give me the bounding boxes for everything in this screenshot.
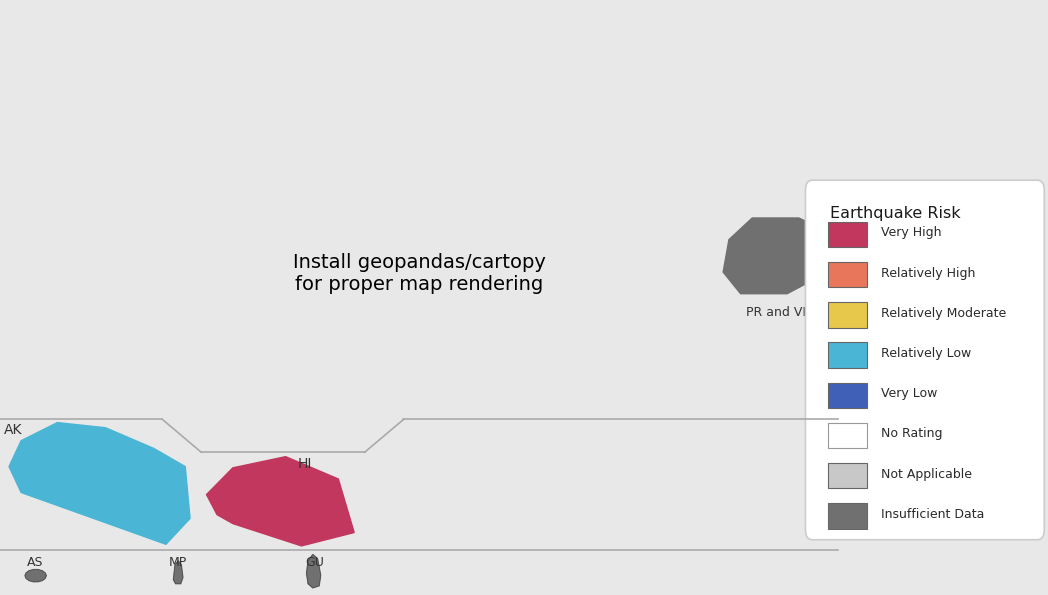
Text: PR and VI: PR and VI: [745, 306, 806, 319]
Polygon shape: [306, 555, 321, 588]
Bar: [828, 302, 868, 328]
Text: GU: GU: [305, 556, 324, 569]
Bar: [828, 503, 868, 529]
Text: MP: MP: [169, 556, 188, 569]
Text: AK: AK: [4, 423, 22, 437]
Bar: [828, 423, 868, 448]
Text: HI: HI: [298, 457, 312, 471]
Text: Earthquake Risk: Earthquake Risk: [830, 206, 961, 221]
Polygon shape: [25, 569, 46, 582]
Bar: [828, 222, 868, 247]
Text: Relatively High: Relatively High: [881, 267, 976, 280]
Polygon shape: [173, 560, 182, 584]
Bar: [828, 463, 868, 488]
Text: AS: AS: [27, 556, 44, 569]
Polygon shape: [723, 218, 828, 294]
Bar: [828, 342, 868, 368]
Text: Very High: Very High: [881, 226, 941, 239]
Bar: [828, 383, 868, 408]
Text: Install geopandas/cartopy
for proper map rendering: Install geopandas/cartopy for proper map…: [292, 253, 546, 294]
Polygon shape: [9, 422, 190, 544]
Text: Very Low: Very Low: [881, 387, 937, 400]
Text: Relatively Moderate: Relatively Moderate: [881, 306, 1006, 320]
Polygon shape: [206, 457, 354, 546]
Text: Insufficient Data: Insufficient Data: [881, 508, 984, 521]
Text: No Rating: No Rating: [881, 427, 942, 440]
Text: Relatively Low: Relatively Low: [881, 347, 971, 360]
FancyBboxPatch shape: [806, 180, 1044, 540]
Bar: [828, 262, 868, 287]
Text: Not Applicable: Not Applicable: [881, 468, 971, 481]
